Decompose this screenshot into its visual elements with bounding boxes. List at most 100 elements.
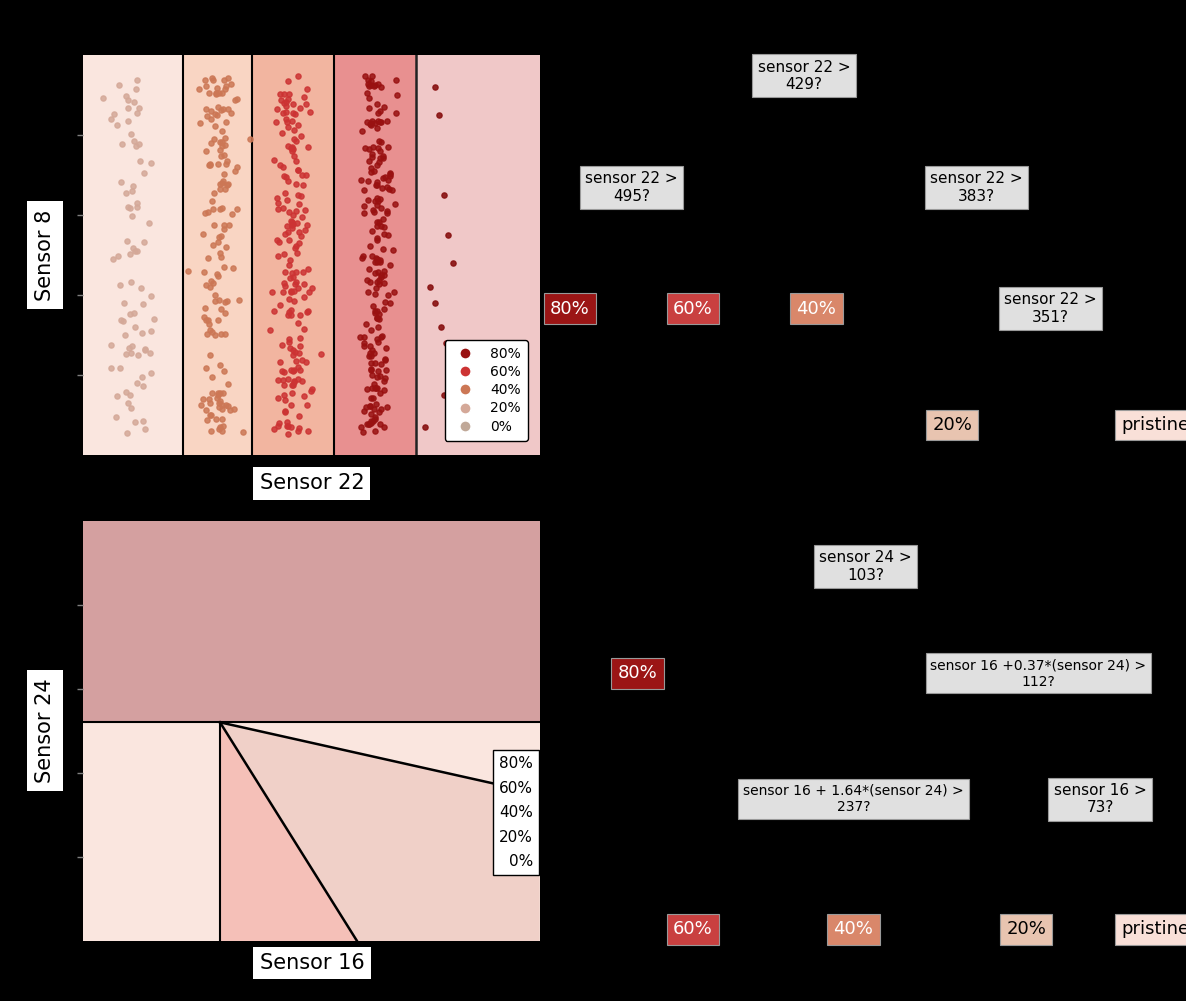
Point: [286, 238, 305, 254]
Point: [378, 139, 397, 155]
Point: [269, 248, 288, 264]
Point: [275, 95, 294, 111]
Point: [119, 113, 138, 129]
Point: [212, 200, 231, 216]
Point: [125, 94, 144, 110]
Point: [282, 396, 301, 412]
Point: [199, 157, 218, 173]
Point: [274, 377, 293, 393]
Point: [264, 152, 283, 168]
Point: [203, 70, 222, 86]
Point: [108, 387, 127, 403]
Point: [197, 359, 216, 375]
Point: [357, 315, 376, 331]
Point: [292, 209, 311, 225]
Point: [434, 387, 453, 403]
Point: [296, 167, 315, 183]
Point: [362, 247, 381, 263]
Point: [353, 423, 372, 439]
Point: [191, 397, 210, 413]
Point: [132, 279, 151, 295]
Point: [119, 394, 138, 410]
Point: [279, 172, 298, 188]
Point: [301, 104, 320, 120]
Point: [209, 156, 228, 172]
Point: [202, 324, 221, 340]
Point: [366, 380, 385, 396]
Point: [299, 139, 318, 155]
Point: [285, 131, 304, 147]
Point: [210, 229, 229, 245]
Point: [365, 78, 384, 94]
Point: [202, 273, 221, 289]
Point: [364, 401, 383, 417]
Point: [283, 341, 302, 357]
Point: [375, 263, 394, 279]
Point: [369, 140, 388, 156]
Point: [362, 77, 381, 93]
Point: [378, 172, 397, 188]
Point: [369, 193, 388, 209]
Point: [218, 70, 237, 86]
Point: [204, 72, 223, 88]
Point: [197, 143, 216, 159]
Text: 80%: 80%: [550, 299, 589, 317]
Polygon shape: [221, 723, 357, 941]
Point: [295, 89, 314, 105]
Text: 80%: 80%: [618, 665, 657, 683]
Point: [291, 362, 310, 378]
Point: [200, 278, 219, 294]
Point: [359, 76, 378, 92]
Point: [276, 111, 295, 127]
Point: [110, 360, 129, 376]
Point: [206, 287, 225, 303]
Point: [279, 257, 298, 273]
Point: [299, 261, 318, 277]
Point: [210, 399, 229, 415]
Point: [371, 328, 390, 344]
Point: [444, 255, 463, 271]
Point: [286, 276, 305, 292]
Point: [362, 149, 381, 165]
Point: [113, 136, 132, 152]
Point: [110, 77, 129, 93]
Point: [130, 153, 149, 169]
Point: [117, 384, 136, 400]
Point: [370, 368, 389, 384]
Point: [365, 302, 384, 318]
Point: [126, 414, 145, 430]
Point: [361, 73, 380, 89]
Point: [282, 265, 301, 281]
Point: [374, 211, 393, 227]
Point: [381, 257, 400, 273]
Point: [289, 407, 308, 423]
Point: [196, 204, 215, 220]
Point: [268, 232, 287, 248]
Point: [280, 86, 299, 102]
Point: [121, 345, 140, 361]
Point: [359, 153, 378, 169]
Point: [359, 78, 378, 94]
Point: [219, 176, 238, 192]
Point: [268, 195, 287, 211]
Point: [285, 373, 304, 389]
Point: [353, 248, 372, 264]
Point: [281, 283, 300, 299]
Point: [283, 141, 302, 157]
Point: [270, 353, 289, 369]
Bar: [251, 55, 334, 455]
Point: [211, 419, 230, 435]
Point: [357, 113, 376, 129]
Point: [436, 335, 455, 351]
Text: Sensor 8: Sensor 8: [36, 209, 55, 301]
Point: [274, 105, 293, 121]
Point: [216, 78, 235, 94]
Point: [211, 393, 230, 409]
Point: [202, 134, 221, 150]
Point: [206, 411, 225, 427]
Point: [127, 138, 146, 154]
Point: [382, 182, 401, 198]
Point: [209, 385, 228, 401]
Point: [362, 355, 381, 371]
Point: [286, 240, 305, 256]
